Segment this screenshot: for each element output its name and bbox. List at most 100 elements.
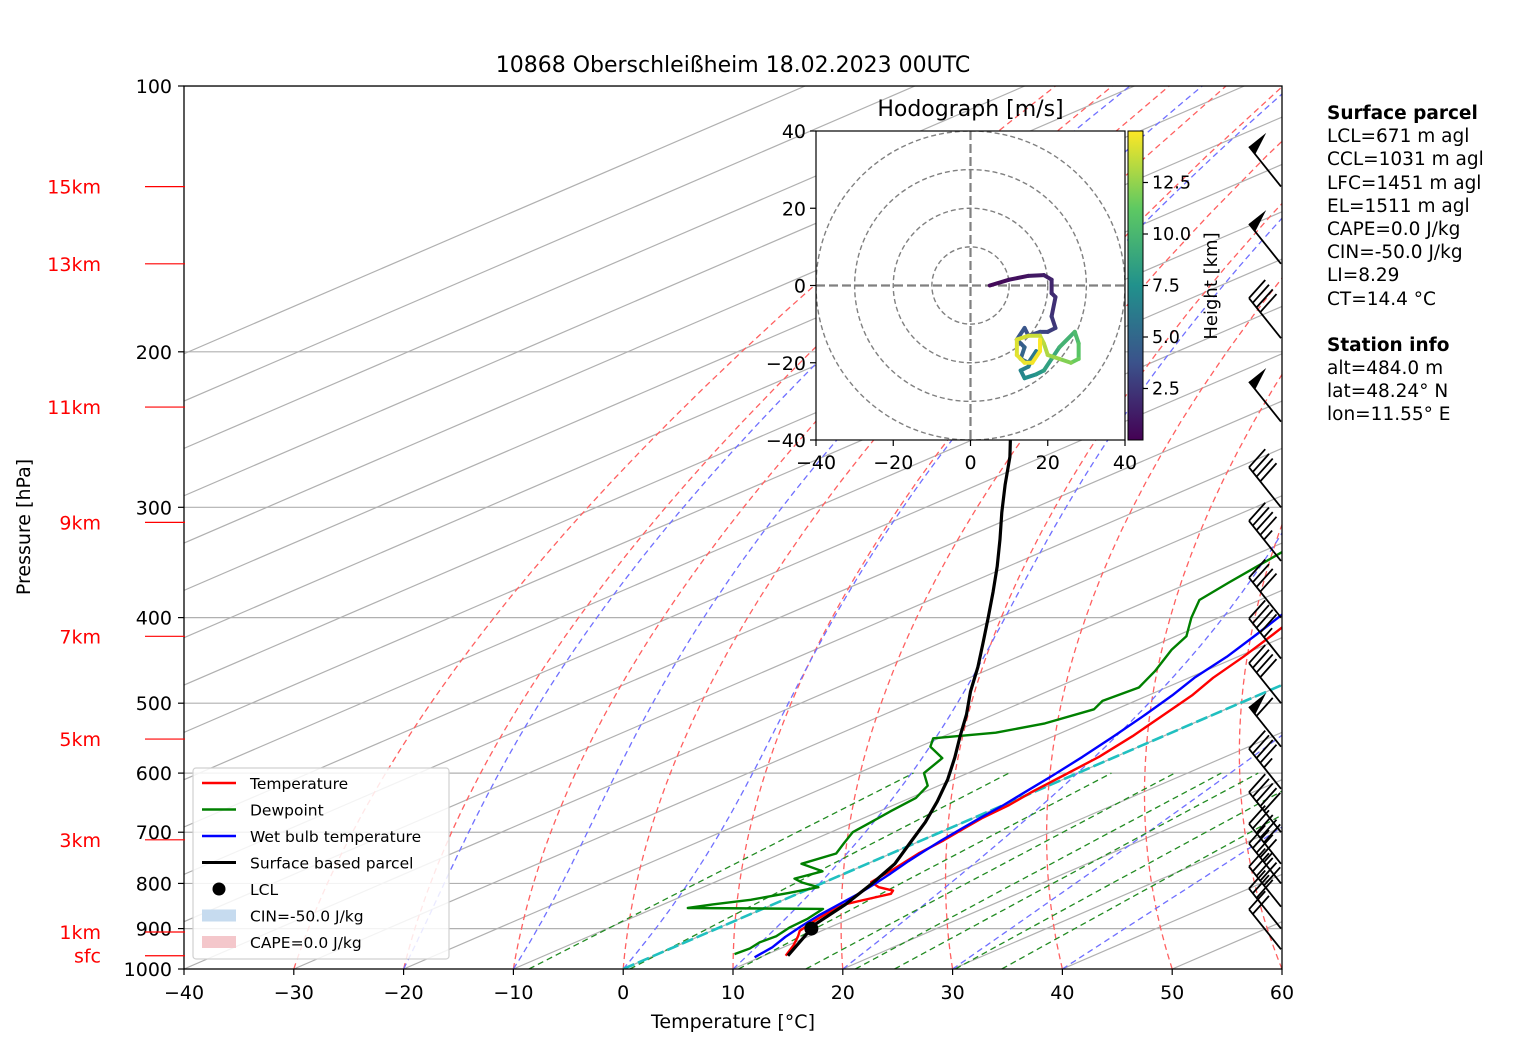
legend-swatch <box>202 936 236 948</box>
parcel-values: LCL=671 m agl CCL=1031 m agl LFC=1451 m ag… <box>1327 125 1484 311</box>
barb-flag <box>1255 568 1274 588</box>
barb-shaft <box>1248 297 1282 339</box>
info-line: LFC=1451 m agl <box>1327 172 1482 194</box>
barb-flag <box>1248 448 1266 468</box>
barb-flag <box>1248 847 1266 868</box>
barb-flag <box>1252 829 1270 849</box>
barb-flag <box>1248 279 1266 299</box>
hodo-x-tick-label: 40 <box>1113 452 1137 474</box>
barb-pennant <box>1249 132 1267 155</box>
dry-adiabat <box>1045 277 1282 969</box>
hodo-segment <box>1030 349 1043 365</box>
hodo-title: Hodograph [m/s] <box>877 97 1063 122</box>
y-tick-label: 600 <box>136 763 172 785</box>
isotherm-line <box>184 86 1025 450</box>
wind-barb <box>1248 558 1282 619</box>
barb-pennant <box>1249 692 1267 715</box>
barb-pennant <box>1249 368 1267 390</box>
info-line: EL=1511 m agl <box>1327 195 1470 217</box>
legend-label: LCL <box>250 881 278 899</box>
colorbar <box>1127 130 1144 441</box>
hodo-ring <box>892 207 1049 364</box>
isotherm-line <box>732 731 1282 969</box>
height-label: 3km <box>59 830 101 852</box>
barb-flag <box>1248 558 1266 579</box>
hodo-segment <box>1049 314 1058 330</box>
x-tick-label: 40 <box>1050 982 1074 1004</box>
info-line: CAPE=0.0 J/kg <box>1327 219 1461 241</box>
wind-barb <box>1248 692 1282 748</box>
barb-flag <box>1259 838 1278 859</box>
x-tick-label: −40 <box>164 982 204 1004</box>
barb-flag <box>1248 773 1266 793</box>
hodo-segment <box>1007 273 1031 282</box>
freezing-isotherm <box>622 683 1282 969</box>
isotherm-line <box>842 779 1282 969</box>
barb-flag <box>1255 609 1274 629</box>
info-line: lat=48.24° N <box>1327 381 1449 403</box>
moist-adiabat <box>622 93 1282 969</box>
hodo-background <box>816 131 1125 440</box>
legend-label: Dewpoint <box>250 802 324 820</box>
x-tick-label: 0 <box>617 982 629 1004</box>
barb-half-flag <box>1263 529 1273 541</box>
isotherm-line <box>184 305 1282 781</box>
y-tick-label: 200 <box>136 342 172 364</box>
height-label: 13km <box>47 254 101 276</box>
mixing-ratio-line <box>955 790 1282 969</box>
wind-barb <box>1248 132 1282 188</box>
barb-flag <box>1248 502 1266 522</box>
barb-flag <box>1255 834 1274 854</box>
info-panel: Surface parcel LCL=671 m agl CCL=1031 m a… <box>1327 102 1484 427</box>
hodo-y-tick-label: −40 <box>766 430 806 452</box>
colorbar-tick-label: 5.0 <box>1152 328 1180 348</box>
wind-barb <box>1248 773 1282 833</box>
barb-shaft <box>1248 888 1282 930</box>
wind-barb <box>1248 368 1282 423</box>
info-line: lon=11.55° E <box>1327 404 1451 426</box>
barb-flag <box>1263 792 1281 812</box>
isotherm-line <box>513 637 1282 969</box>
barb-flag <box>1255 653 1274 674</box>
y-tick-label: 900 <box>136 919 172 941</box>
barb-half-flag <box>1263 627 1273 638</box>
dry-adiabat <box>1508 86 1517 969</box>
barb-flag <box>1259 516 1278 536</box>
axes-ticks: −40 −30 −20 −10 0 10 20 30 40 50 60100200300400500… <box>47 76 1294 1004</box>
chart-title: 10868 Oberschleißheim 18.02.2023 00UTC <box>496 53 971 78</box>
barb-flag <box>1263 866 1281 887</box>
wind-barb <box>1248 599 1282 660</box>
y-tick-label: 700 <box>136 822 172 844</box>
wind-barb <box>1248 890 1282 950</box>
isotherm-line <box>184 86 806 355</box>
hodo-segment <box>1072 329 1081 346</box>
x-tick-label: 20 <box>831 982 855 1004</box>
hodo-ring <box>853 168 1088 403</box>
hodo-segment <box>1041 341 1050 358</box>
info-line: CT=14.4 °C <box>1327 288 1436 310</box>
barb-flag <box>1252 874 1270 894</box>
y-tick-label: 1000 <box>124 959 172 981</box>
colorbar-tick-label: 2.5 <box>1152 380 1180 400</box>
legend: Temperature Dewpoint Wet bulb temperature S… <box>192 767 450 960</box>
barb-half-flag <box>1263 852 1273 863</box>
legend-label: CAPE=0.0 J/kg <box>250 934 362 952</box>
barb-flag <box>1252 284 1270 304</box>
height-label: 1km <box>59 922 101 944</box>
barb-flag <box>1248 890 1266 910</box>
legend-label: CIN=-50.0 J/kg <box>250 908 364 926</box>
legend-label: Surface based parcel <box>250 855 413 873</box>
wind-barb <box>1248 824 1282 884</box>
info-line: CCL=1031 m agl <box>1327 149 1484 171</box>
barb-shaft <box>1248 577 1282 619</box>
wind-barb <box>1248 210 1282 265</box>
hodo-segment <box>1022 372 1039 381</box>
x-tick-label: −20 <box>384 982 424 1004</box>
barb-flag <box>1255 857 1274 877</box>
legend-swatch <box>212 882 226 896</box>
hodo-x-tick-label: −20 <box>873 452 913 474</box>
mixing-ratio-line <box>738 772 1112 969</box>
legend-box <box>192 767 450 960</box>
barb-flag <box>1259 613 1278 634</box>
